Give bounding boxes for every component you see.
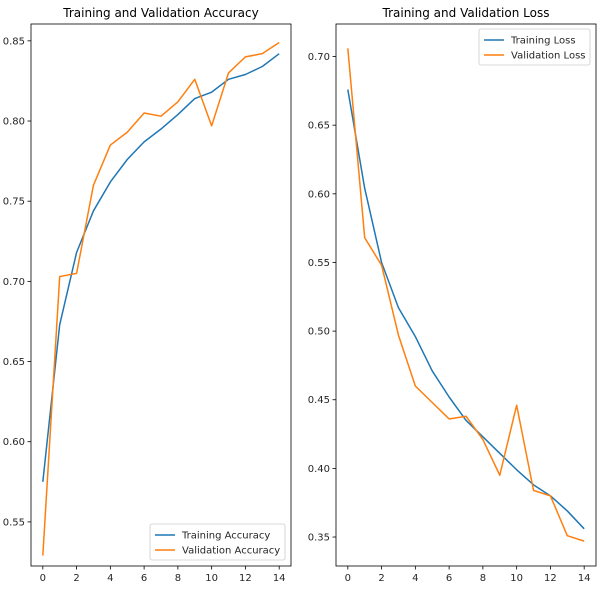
accuracy-xtick-label: 4 <box>107 573 113 584</box>
loss-ytick-label: 0.50 <box>308 327 330 338</box>
accuracy-title: Training and Validation Accuracy <box>62 6 258 20</box>
loss-legend-label: Training Loss <box>510 36 576 47</box>
accuracy-legend: Training Accuracy Validation Accuracy <box>149 523 286 561</box>
loss-legend-box <box>478 28 591 66</box>
accuracy-legend-label: Validation Accuracy <box>182 546 280 557</box>
accuracy-xtick-label: 0 <box>40 573 46 584</box>
loss-xtick-label: 14 <box>578 573 591 584</box>
accuracy-ytick-label: 0.65 <box>3 357 25 368</box>
accuracy-ytick-label: 0.70 <box>3 277 25 288</box>
accuracy-xtick-label: 12 <box>239 573 252 584</box>
accuracy-axes-frame <box>30 23 292 567</box>
accuracy-series-training-line <box>42 53 280 482</box>
accuracy-xtick-label: 6 <box>141 573 147 584</box>
loss-legend: Training Loss Validation Loss <box>478 28 591 66</box>
accuracy-ytick-label: 0.85 <box>3 36 25 47</box>
loss-ytick-label: 0.40 <box>308 464 330 475</box>
loss-ytick-label: 0.35 <box>308 533 330 544</box>
loss-series-training-line <box>347 89 585 530</box>
loss-ytick-label: 0.45 <box>308 395 330 406</box>
accuracy-xtick-label: 10 <box>205 573 218 584</box>
loss-xtick-label: 4 <box>412 573 418 584</box>
accuracy-xtick-label: 2 <box>73 573 79 584</box>
accuracy-legend-box <box>149 523 286 561</box>
loss-xtick-label: 6 <box>446 573 452 584</box>
accuracy-ytick-label: 0.55 <box>3 517 25 528</box>
loss-xtick-label: 2 <box>378 573 384 584</box>
loss-xtick-label: 10 <box>510 573 523 584</box>
accuracy-series-validation-line <box>42 41 280 556</box>
accuracy-ytick-label: 0.75 <box>3 197 25 208</box>
accuracy-chart: Training and Validation Accuracy 0 2 4 6 8 10 1… <box>3 6 292 584</box>
loss-series-validation-line <box>347 48 585 542</box>
loss-title: Training and Validation Loss <box>382 6 550 20</box>
accuracy-ytick-label: 0.80 <box>3 117 25 128</box>
accuracy-ytick-label: 0.60 <box>3 437 25 448</box>
loss-xtick-label: 8 <box>480 573 486 584</box>
loss-ytick-label: 0.60 <box>308 189 330 200</box>
loss-ytick-label: 0.55 <box>308 258 330 269</box>
accuracy-legend-label: Training Accuracy <box>181 531 270 542</box>
loss-legend-label: Validation Loss <box>511 51 586 62</box>
loss-ytick-label: 0.65 <box>308 121 330 132</box>
loss-xtick-label: 0 <box>345 573 351 584</box>
loss-ytick-label: 0.70 <box>308 52 330 63</box>
accuracy-xtick-label: 8 <box>175 573 181 584</box>
loss-axes-frame <box>335 23 597 567</box>
accuracy-xtick-label: 14 <box>273 573 286 584</box>
loss-xtick-label: 12 <box>544 573 557 584</box>
loss-chart: Training and Validation Loss 0 2 4 6 8 10 12 14 0… <box>308 6 597 584</box>
